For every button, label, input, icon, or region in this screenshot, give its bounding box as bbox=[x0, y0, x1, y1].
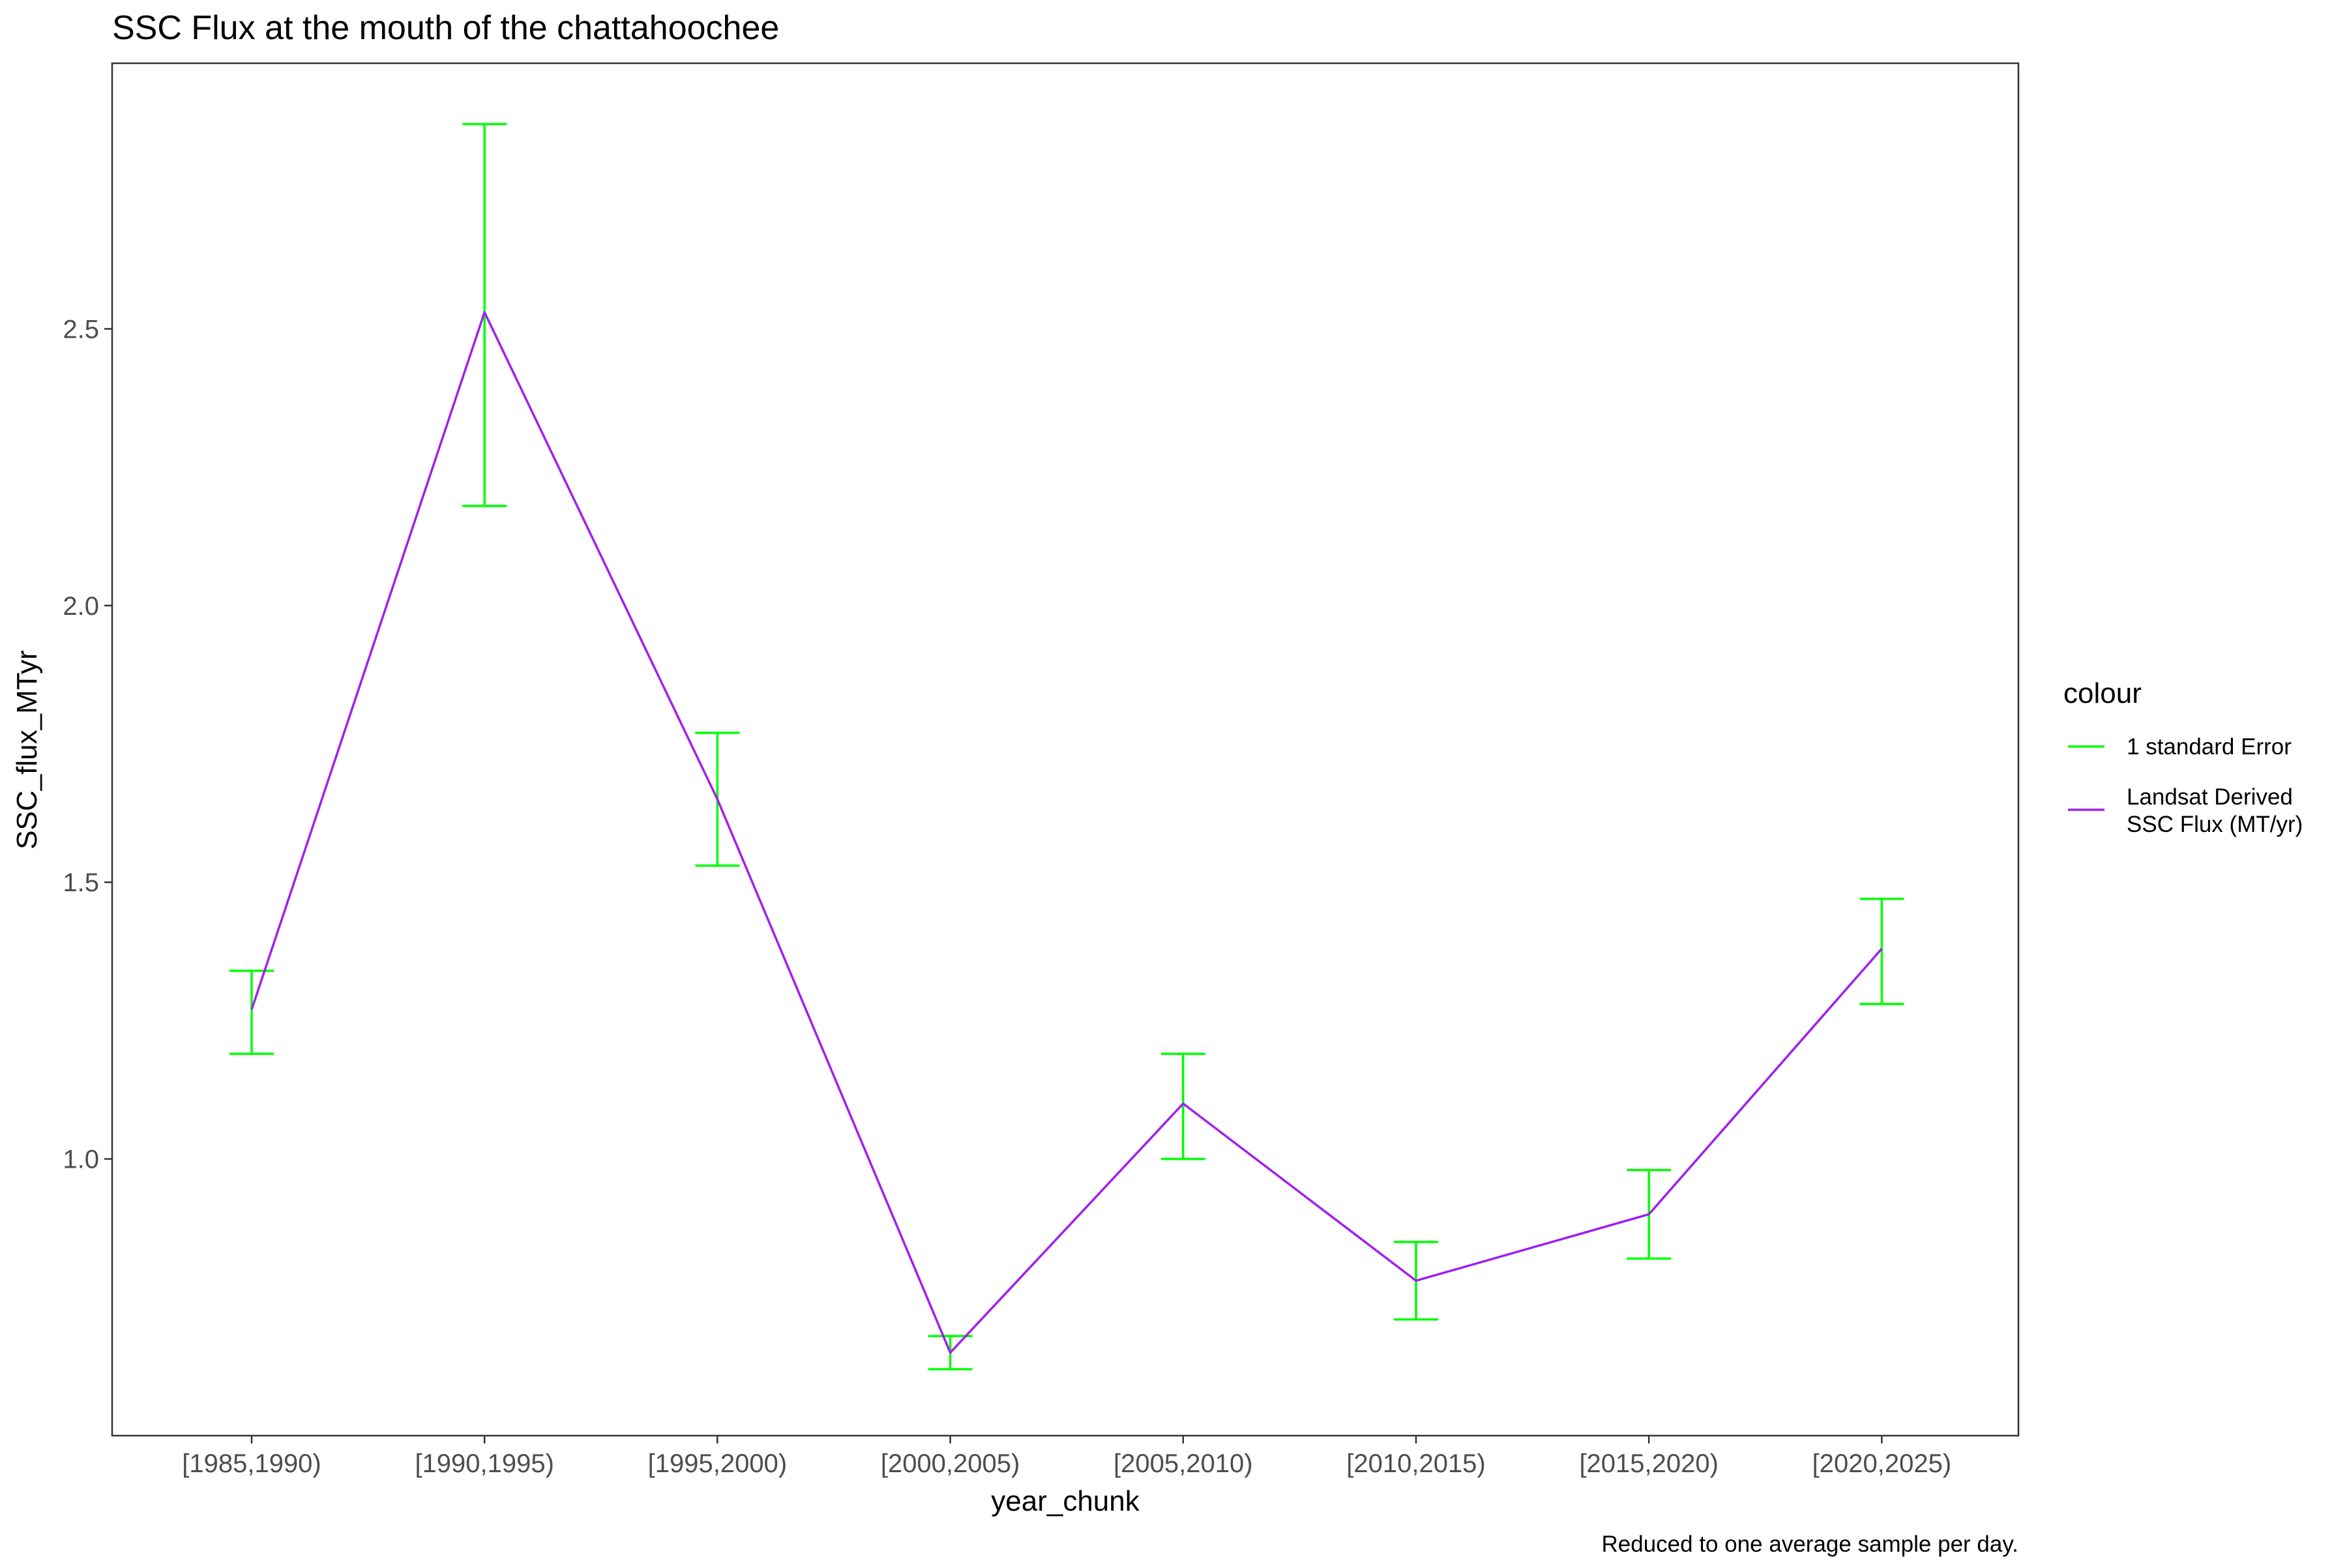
series-line bbox=[250, 311, 1883, 1354]
error-bar bbox=[229, 969, 274, 1056]
y-tick-label: 1.0 bbox=[63, 1146, 99, 1174]
y-axis-title: SSC_flux_MTyr bbox=[11, 650, 43, 850]
x-tick-label: [2005,2010) bbox=[1114, 1449, 1253, 1478]
y-tick-label: 1.5 bbox=[63, 868, 99, 897]
chart-caption: Reduced to one average sample per day. bbox=[1602, 1531, 2019, 1557]
error-bar bbox=[1160, 1052, 1205, 1161]
x-tick-label: [2010,2015) bbox=[1346, 1449, 1486, 1478]
x-tick-label: [1995,2000) bbox=[648, 1449, 788, 1478]
legend-label: SSC Flux (MT/yr) bbox=[2127, 812, 2303, 837]
x-axis: [1985,1990) [1990,1995) [1995,2000) [2000,2… bbox=[182, 1436, 1951, 1478]
x-tick-label: [1985,1990) bbox=[182, 1449, 321, 1478]
error-bar bbox=[1859, 897, 1904, 1005]
plot-panel bbox=[111, 62, 2020, 1437]
x-tick-label: [1990,1995) bbox=[415, 1449, 554, 1478]
y-tick-label: 2.5 bbox=[63, 315, 99, 344]
y-tick-label: 2.0 bbox=[63, 592, 99, 621]
legend-label: 1 standard Error bbox=[2127, 734, 2292, 760]
legend: colour 1 standard Error Landsat DerivedSS… bbox=[2063, 677, 2303, 837]
x-axis-title: year_chunk bbox=[991, 1485, 1140, 1517]
x-tick-label: [2020,2025) bbox=[1812, 1449, 1952, 1478]
y-axis: 1.0 1.5 2.0 2.5 bbox=[63, 315, 112, 1174]
series-line-layer bbox=[250, 311, 1883, 1354]
legend-label: Landsat Derived bbox=[2127, 784, 2293, 810]
chart-title: SSC Flux at the mouth of the chattahooch… bbox=[112, 9, 779, 47]
legend-title: colour bbox=[2063, 677, 2142, 709]
x-tick-label: [2015,2020) bbox=[1579, 1449, 1719, 1478]
x-tick-label: [2000,2005) bbox=[881, 1449, 1020, 1478]
legend-entry: 1 standard Error bbox=[2068, 734, 2292, 760]
